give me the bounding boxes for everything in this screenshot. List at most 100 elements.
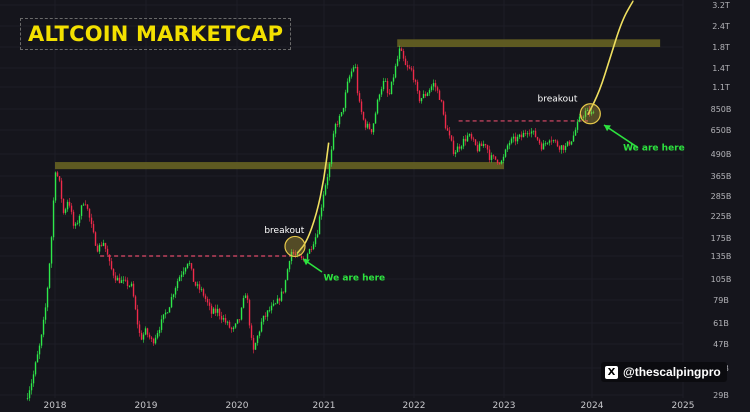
y-tick-label: 650B	[711, 126, 732, 135]
candle-body	[454, 152, 457, 154]
y-tick-label: 1.8T	[712, 43, 730, 52]
candle-body	[234, 323, 237, 328]
candle-body	[480, 143, 483, 147]
candle-body	[308, 249, 311, 254]
candle-body	[482, 144, 485, 147]
breakout-circle	[284, 235, 306, 258]
candle-body	[64, 209, 67, 213]
candle-body	[124, 279, 127, 281]
candle-body	[430, 86, 433, 91]
candle-body	[192, 268, 195, 282]
candle-body	[296, 253, 299, 255]
candle-body	[444, 114, 447, 129]
candle-body	[128, 285, 131, 287]
candle-body	[418, 91, 421, 102]
candle-body	[374, 113, 377, 124]
candle-body	[540, 143, 543, 150]
candle-body	[366, 123, 369, 128]
candle-body	[442, 101, 445, 115]
candle-body	[236, 319, 239, 324]
candle-body	[328, 163, 331, 178]
candle-body	[240, 307, 243, 320]
candle-body	[422, 94, 425, 99]
candle-body	[434, 83, 437, 88]
breakout-circles	[284, 103, 601, 258]
candle-body	[56, 172, 59, 177]
candle-body	[190, 263, 193, 269]
candle-body	[510, 138, 513, 143]
candle-body	[332, 133, 335, 150]
candle-body	[284, 280, 287, 293]
candle-body	[456, 146, 459, 153]
candle-body	[386, 80, 389, 94]
candle-body	[196, 284, 199, 286]
candle-body	[140, 332, 143, 340]
candle-body	[286, 269, 289, 281]
candle-body	[544, 143, 547, 145]
candle-body	[506, 145, 509, 150]
candle-body	[126, 280, 129, 286]
candle-body	[162, 314, 165, 320]
candle-body	[170, 297, 173, 308]
candle-body	[164, 312, 167, 315]
candle-body	[90, 217, 93, 225]
candle-body	[564, 145, 567, 150]
candle-body	[330, 149, 333, 164]
candle-body	[256, 335, 259, 343]
candle-body	[316, 234, 319, 238]
arrow-head-icon	[303, 259, 310, 266]
candle-body	[376, 99, 379, 114]
candle-body	[230, 327, 233, 330]
candle-body	[120, 280, 123, 284]
candle-body	[576, 121, 579, 130]
candle-body	[178, 277, 181, 282]
candle-body	[484, 144, 487, 146]
breakout-label: breakout	[538, 94, 578, 104]
candle-body	[496, 159, 499, 163]
candle-body	[40, 334, 43, 346]
candle-body	[276, 298, 279, 304]
candle-body	[194, 281, 197, 286]
candle-body	[378, 94, 381, 100]
y-tick-label: 105B	[711, 275, 732, 284]
y-tick-label: 29B	[713, 391, 729, 400]
candle-body	[592, 111, 595, 113]
candle-body	[358, 93, 361, 102]
candle-body	[396, 58, 399, 66]
candle-body	[440, 99, 443, 102]
breakout-label: breakout	[264, 226, 304, 236]
y-tick-label: 79B	[713, 296, 729, 305]
candle-body	[318, 216, 321, 235]
resistance-zone	[55, 162, 504, 170]
candle-body	[450, 135, 453, 141]
x-tick-label: 2021	[313, 401, 336, 411]
candle-body	[300, 256, 303, 259]
candle-body	[80, 205, 83, 216]
y-tick-label: 2.4T	[712, 22, 730, 31]
candle-body	[398, 48, 401, 59]
candle-body	[348, 76, 351, 82]
candle-body	[394, 65, 397, 78]
x-tick-label: 2022	[403, 401, 426, 411]
candle-body	[110, 261, 113, 270]
candle-body	[466, 135, 469, 142]
candle-body	[560, 145, 563, 150]
candle-body	[250, 325, 253, 338]
candle-body	[274, 303, 277, 305]
candle-body	[414, 79, 417, 82]
candle-body	[188, 263, 191, 265]
we-are-here-label: We are here	[324, 273, 386, 283]
arrow-line	[603, 124, 638, 148]
candle-body	[326, 177, 329, 186]
candle-body	[86, 204, 89, 209]
candle-body	[60, 180, 63, 199]
candle-body	[424, 94, 427, 96]
projection-curve	[587, 0, 634, 116]
candle-body	[92, 224, 95, 233]
candle-body	[216, 308, 219, 313]
candle-body	[226, 321, 229, 323]
watermark-badge: X @thescalpingpro	[601, 362, 727, 382]
candle-body	[472, 138, 475, 140]
candle-body	[488, 149, 491, 160]
candle-body	[392, 77, 395, 82]
